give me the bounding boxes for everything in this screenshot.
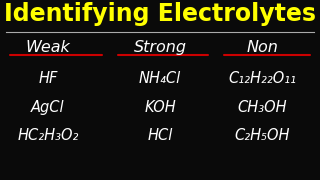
Text: CH₃OH: CH₃OH [237,100,287,115]
Text: C₂H₅OH: C₂H₅OH [235,128,290,143]
Text: HC₂H₃O₂: HC₂H₃O₂ [17,128,79,143]
Text: HCl: HCl [147,128,173,143]
Text: Weak: Weak [26,40,70,55]
Text: NH₄Cl: NH₄Cl [139,71,181,86]
Text: AgCl: AgCl [31,100,65,115]
Text: KOH: KOH [144,100,176,115]
Text: Strong: Strong [133,40,187,55]
Text: Non: Non [246,40,278,55]
Text: HF: HF [38,71,58,86]
Text: Identifying Electrolytes: Identifying Electrolytes [4,1,316,26]
Text: C₁₂H₂₂O₁₁: C₁₂H₂₂O₁₁ [228,71,296,86]
